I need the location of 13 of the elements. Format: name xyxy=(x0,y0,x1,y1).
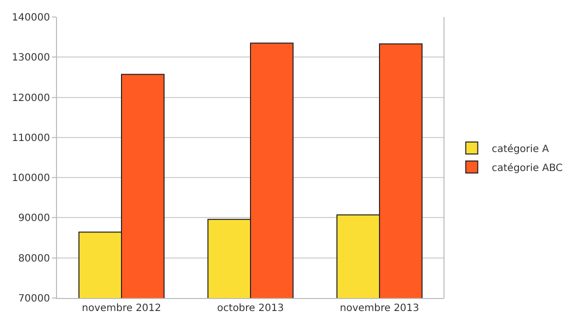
y-tick-label: 70000 xyxy=(18,294,50,304)
y-tick-label: 120000 xyxy=(12,92,50,104)
legend-label: catégorie A xyxy=(492,144,550,155)
y-tick-label: 100000 xyxy=(12,173,50,184)
y-tick-label: 140000 xyxy=(12,12,50,24)
y-tick-label: 80000 xyxy=(18,253,50,264)
x-tick-label: novembre 2013 xyxy=(340,303,420,314)
x-tick-label: novembre 2012 xyxy=(82,303,162,314)
y-tick-label: 90000 xyxy=(18,213,50,224)
y-tick-label: 110000 xyxy=(12,132,50,144)
x-tick-label: octobre 2013 xyxy=(217,303,284,314)
legend-label: catégorie ABC xyxy=(492,162,563,174)
y-tick-label: 130000 xyxy=(12,52,50,64)
